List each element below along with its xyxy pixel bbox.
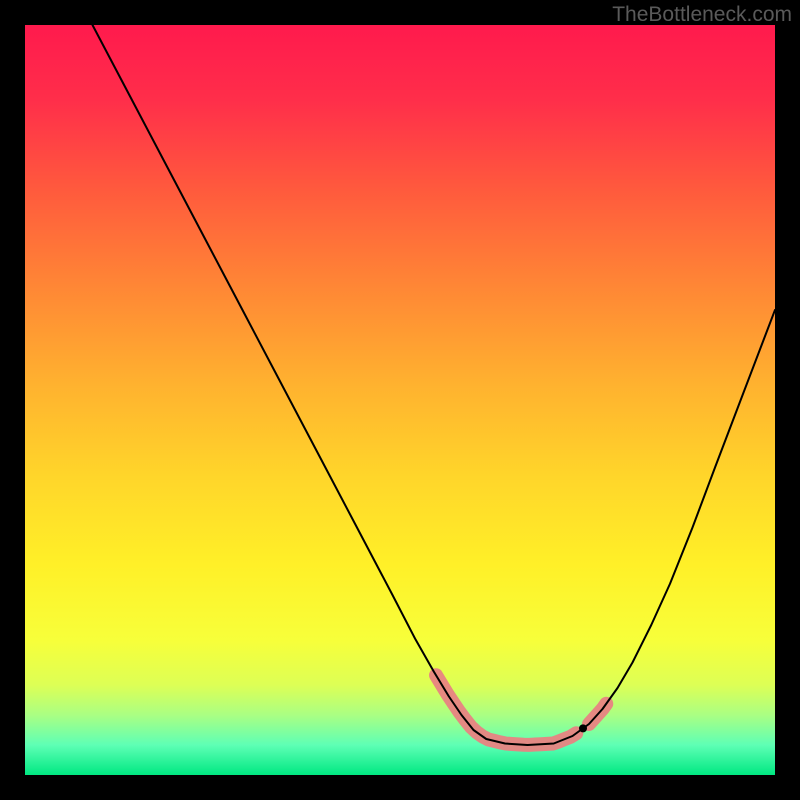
bottleneck-chart (25, 25, 775, 775)
watermark-text: TheBottleneck.com (612, 3, 792, 27)
gradient-background (25, 25, 775, 775)
